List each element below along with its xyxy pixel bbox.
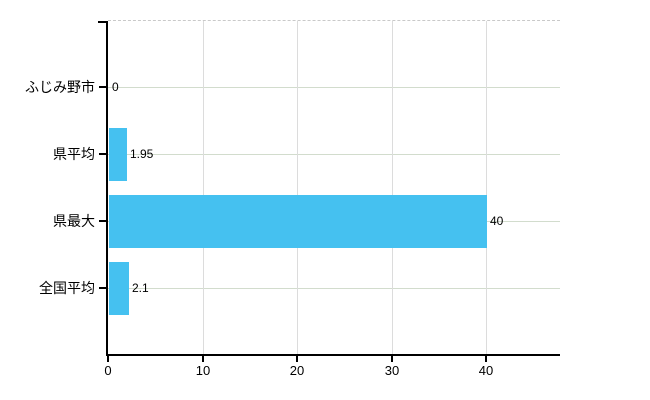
h-gridline [108,154,560,155]
x-tick-label: 0 [104,363,112,378]
bar [109,195,487,248]
y-tick [99,153,106,155]
x-axis-line [106,354,560,356]
x-tick [485,356,487,362]
x-tick-label: 30 [384,363,400,378]
x-tick [107,356,109,362]
x-tick-label: 10 [195,363,211,378]
y-tick [99,86,106,88]
y-tick [99,220,106,222]
v-gridline [486,21,487,354]
v-gridline [392,21,393,354]
plot-top-border [108,20,560,21]
value-label: 40 [490,214,504,228]
x-tick [296,356,298,362]
v-gridline [297,21,298,354]
y-tick [99,287,106,289]
x-tick-label: 20 [289,363,305,378]
category-label: 全国平均 [39,280,95,296]
bar [109,128,127,181]
y-axis-top-tick [98,21,106,23]
category-label: ふじみ野市 [25,79,95,95]
value-label: 0 [112,80,119,94]
value-label: 2.1 [132,281,149,295]
category-label: 県最大 [53,213,95,229]
value-label: 1.95 [130,147,154,161]
v-gridline [203,21,204,354]
h-gridline [108,288,560,289]
x-tick [202,356,204,362]
x-tick-label: 40 [478,363,494,378]
bar [109,262,129,315]
y-axis-line [106,21,108,356]
category-label: 県平均 [53,146,95,162]
h-gridline [108,87,560,88]
x-tick [391,356,393,362]
